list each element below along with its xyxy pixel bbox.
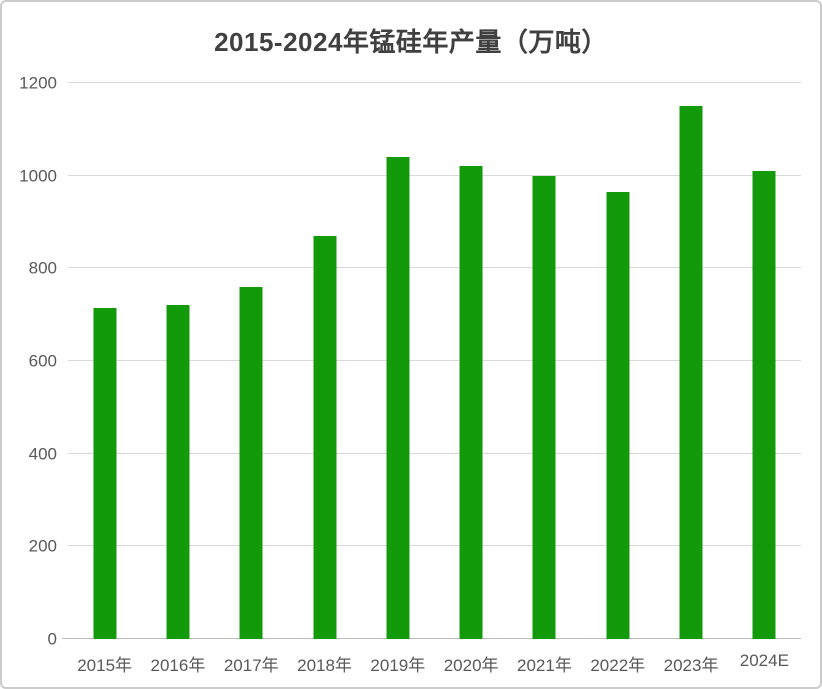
x-tick-label: 2018年	[297, 656, 352, 675]
gridline	[68, 360, 801, 361]
bar-2023年	[679, 106, 703, 639]
x-axis-labels: 2015年 2016年 2017年 2018年 2019年 2020年 2021年 2022年…	[68, 651, 801, 675]
x-tick-label: 2023年	[663, 656, 719, 675]
y-tick-label: 1200	[19, 73, 57, 93]
y-tick-label: 800	[28, 258, 57, 278]
y-tick-label: 400	[28, 444, 57, 464]
bar-2022年	[606, 191, 630, 639]
x-tick-label: 2019年	[370, 656, 426, 675]
bar-2021年	[532, 175, 556, 639]
bar-2020年	[459, 166, 483, 639]
bar-2015年	[93, 307, 117, 639]
gridline	[68, 267, 801, 269]
bar-2024E	[752, 171, 776, 639]
gridline	[68, 452, 801, 454]
bar-2019年	[386, 157, 410, 639]
x-tick-label: 2021年	[517, 656, 572, 675]
bar-2017年	[239, 286, 263, 639]
x-tick-label: 2015年	[77, 656, 133, 675]
x-tick-label: 2017年	[223, 656, 279, 675]
x-tick-label: 2024E	[739, 651, 789, 670]
gridline	[68, 82, 801, 83]
x-tick-label: 2022年	[590, 656, 646, 675]
gridline	[68, 545, 801, 547]
x-tick-label: 2016年	[150, 656, 206, 675]
x-tick-label: 2020年	[443, 656, 499, 675]
x-axis-line	[62, 638, 801, 639]
y-axis-labels: 0 200 400 600 800 1000 1200	[2, 75, 57, 648]
gridline	[68, 174, 801, 176]
bar-2018年	[313, 235, 337, 639]
y-tick-label: 0	[47, 629, 57, 649]
y-tick-label: 1000	[19, 166, 57, 186]
bar-2016年	[166, 305, 190, 639]
chart-title: 2015-2024年锰硅年产量（万吨）	[214, 27, 608, 57]
plot-area	[62, 82, 801, 639]
y-tick-label: 600	[28, 351, 57, 371]
y-tick-label: 200	[28, 536, 57, 556]
